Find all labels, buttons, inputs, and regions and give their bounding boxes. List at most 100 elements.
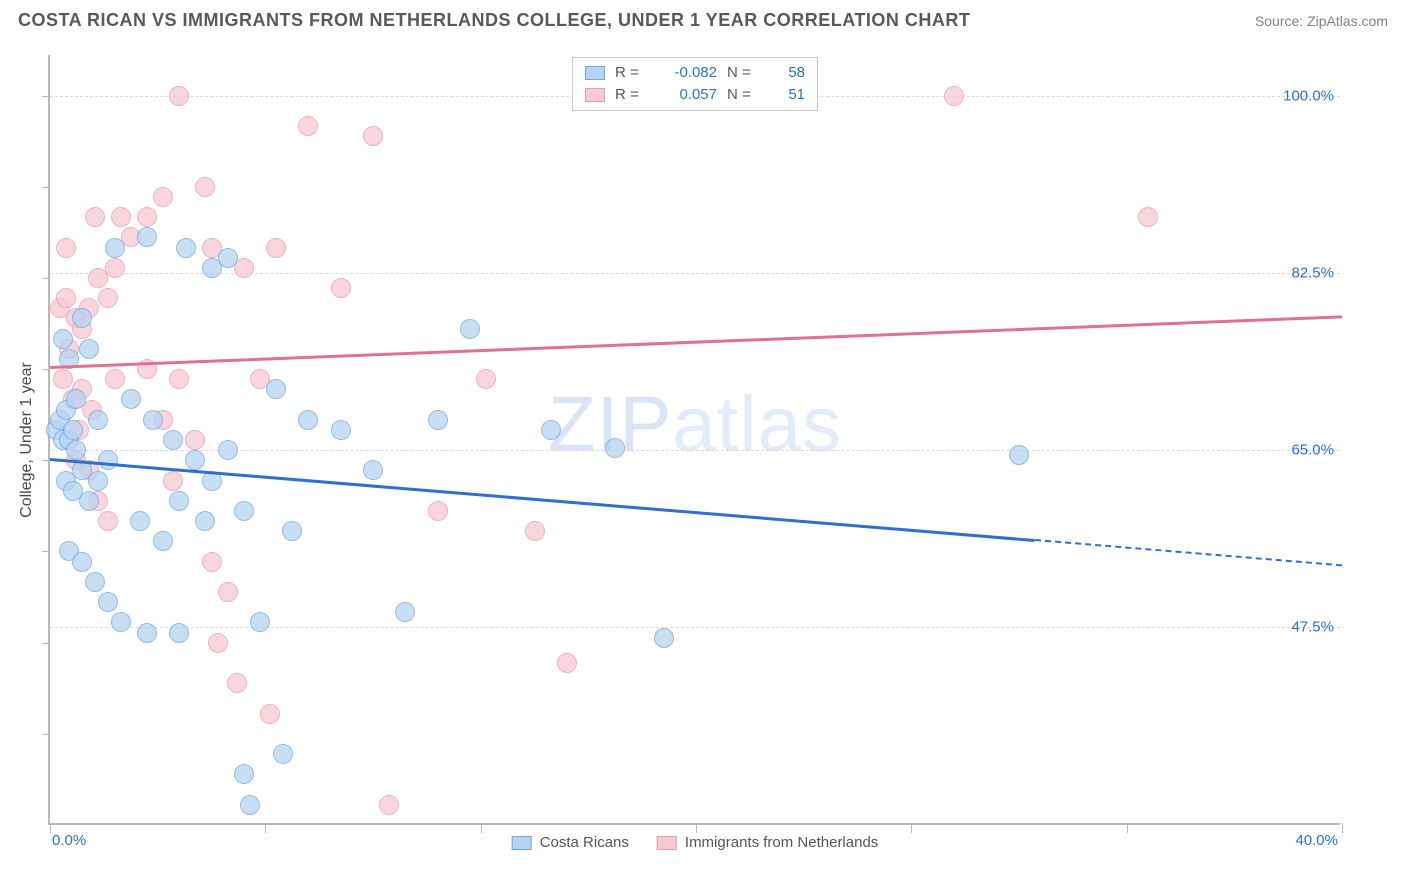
data-point <box>331 278 351 298</box>
data-point <box>227 673 247 693</box>
data-point <box>331 420 351 440</box>
data-point <box>260 704 280 724</box>
data-point <box>63 420 83 440</box>
data-point <box>379 795 399 815</box>
x-tick <box>265 823 266 833</box>
legend-swatch <box>585 66 605 80</box>
y-tick <box>42 551 50 552</box>
y-tick <box>42 734 50 735</box>
data-point <box>176 238 196 258</box>
r-label: R = <box>615 62 647 84</box>
y-tick-label: 65.0% <box>1291 442 1334 459</box>
data-point <box>654 628 674 648</box>
data-point <box>273 744 293 764</box>
y-tick-label: 100.0% <box>1283 87 1334 104</box>
y-tick <box>42 187 50 188</box>
n-value: 51 <box>769 84 805 106</box>
legend-row: R =0.057N =51 <box>585 84 805 106</box>
data-point <box>56 238 76 258</box>
data-point <box>130 511 150 531</box>
y-tick <box>42 643 50 644</box>
data-point <box>163 471 183 491</box>
data-point <box>79 339 99 359</box>
source-label: Source: ZipAtlas.com <box>1255 13 1388 29</box>
data-point <box>185 430 205 450</box>
x-min-label: 0.0% <box>52 832 86 849</box>
x-tick <box>50 823 51 833</box>
x-tick <box>696 823 697 833</box>
y-tick <box>42 369 50 370</box>
data-point <box>72 308 92 328</box>
data-point <box>363 126 383 146</box>
y-axis-title: College, Under 1 year <box>18 362 36 518</box>
data-point <box>298 410 318 430</box>
data-point <box>541 420 561 440</box>
data-point <box>298 116 318 136</box>
data-point <box>88 410 108 430</box>
data-point <box>1138 207 1158 227</box>
data-point <box>605 438 625 458</box>
data-point <box>66 440 86 460</box>
y-tick <box>42 460 50 461</box>
legend-label: Immigrants from Netherlands <box>685 834 878 851</box>
header: COSTA RICAN VS IMMIGRANTS FROM NETHERLAN… <box>0 0 1406 35</box>
data-point <box>240 795 260 815</box>
chart-title: COSTA RICAN VS IMMIGRANTS FROM NETHERLAN… <box>18 10 970 31</box>
data-point <box>137 227 157 247</box>
data-point <box>208 633 228 653</box>
gridline <box>50 627 1340 628</box>
gridline <box>50 450 1340 451</box>
data-point <box>169 623 189 643</box>
data-point <box>66 389 86 409</box>
legend-row: R =-0.082N =58 <box>585 62 805 84</box>
watermark: ZIPatlas <box>548 378 842 469</box>
data-point <box>111 612 131 632</box>
x-max-label: 40.0% <box>1295 832 1338 849</box>
n-label: N = <box>727 84 759 106</box>
data-point <box>121 389 141 409</box>
data-point <box>428 410 448 430</box>
r-value: -0.082 <box>657 62 717 84</box>
data-point <box>137 207 157 227</box>
data-point <box>98 450 118 470</box>
data-point <box>218 582 238 602</box>
data-point <box>266 238 286 258</box>
data-point <box>163 430 183 450</box>
data-point <box>105 238 125 258</box>
y-tick <box>42 278 50 279</box>
x-tick <box>911 823 912 833</box>
trend-line <box>1035 539 1342 566</box>
x-tick <box>1127 823 1128 833</box>
legend-swatch <box>585 88 605 102</box>
data-point <box>234 764 254 784</box>
data-point <box>282 521 302 541</box>
data-point <box>218 440 238 460</box>
data-point <box>153 531 173 551</box>
data-point <box>428 501 448 521</box>
legend-item: Immigrants from Netherlands <box>657 834 878 851</box>
data-point <box>98 288 118 308</box>
data-point <box>105 369 125 389</box>
legend-label: Costa Ricans <box>540 834 629 851</box>
data-point <box>143 410 163 430</box>
data-point <box>944 86 964 106</box>
legend-swatch <box>657 836 677 850</box>
data-point <box>153 187 173 207</box>
legend-swatch <box>512 836 532 850</box>
data-point <box>98 592 118 612</box>
data-point <box>218 248 238 268</box>
x-tick <box>1342 823 1343 833</box>
data-point <box>98 511 118 531</box>
data-point <box>85 572 105 592</box>
data-point <box>169 86 189 106</box>
series-legend: Costa Ricans Immigrants from Netherlands <box>512 834 879 851</box>
correlation-legend: R =-0.082N =58R =0.057N =51 <box>572 57 818 111</box>
y-tick <box>42 96 50 97</box>
data-point <box>525 521 545 541</box>
data-point <box>85 207 105 227</box>
data-point <box>53 369 73 389</box>
data-point <box>111 207 131 227</box>
legend-item: Costa Ricans <box>512 834 629 851</box>
data-point <box>250 612 270 632</box>
data-point <box>88 471 108 491</box>
